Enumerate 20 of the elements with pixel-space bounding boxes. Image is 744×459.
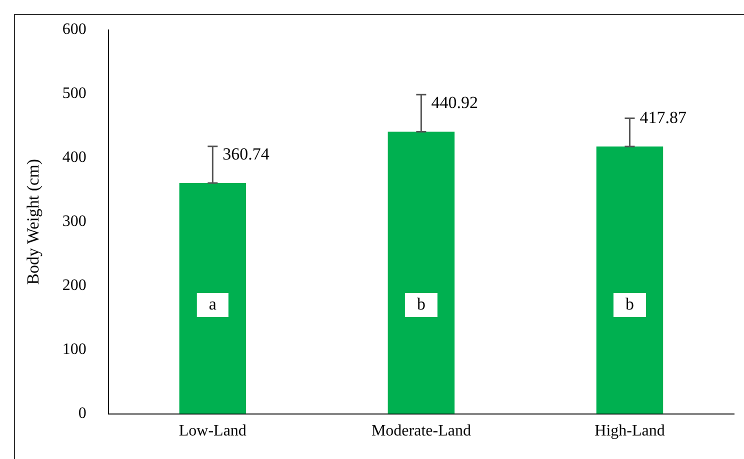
y-tick-label: 200	[62, 277, 86, 294]
y-tick-label: 400	[62, 149, 86, 166]
bar	[388, 132, 455, 414]
y-tick-label: 500	[62, 85, 86, 102]
annotation: b	[416, 294, 426, 314]
y-tick-label: 100	[62, 341, 86, 358]
annotation: b	[625, 294, 634, 314]
data-label: 440.92	[431, 93, 478, 112]
x-tick-label: High-Land	[594, 422, 665, 440]
x-tick-label: Low-Land	[178, 422, 246, 440]
annotation: a	[208, 294, 217, 314]
y-axis-title: Body Weight (cm)	[24, 158, 43, 285]
y-tick-label: 0	[78, 405, 86, 422]
y-tick-label: 600	[62, 21, 86, 38]
y-tick-label: 300	[62, 213, 86, 230]
data-label: 360.74	[222, 144, 270, 164]
data-label: 417.87	[640, 108, 687, 127]
bar	[179, 183, 246, 414]
x-tick-label: Moderate-Land	[371, 422, 471, 440]
bar	[596, 146, 664, 414]
